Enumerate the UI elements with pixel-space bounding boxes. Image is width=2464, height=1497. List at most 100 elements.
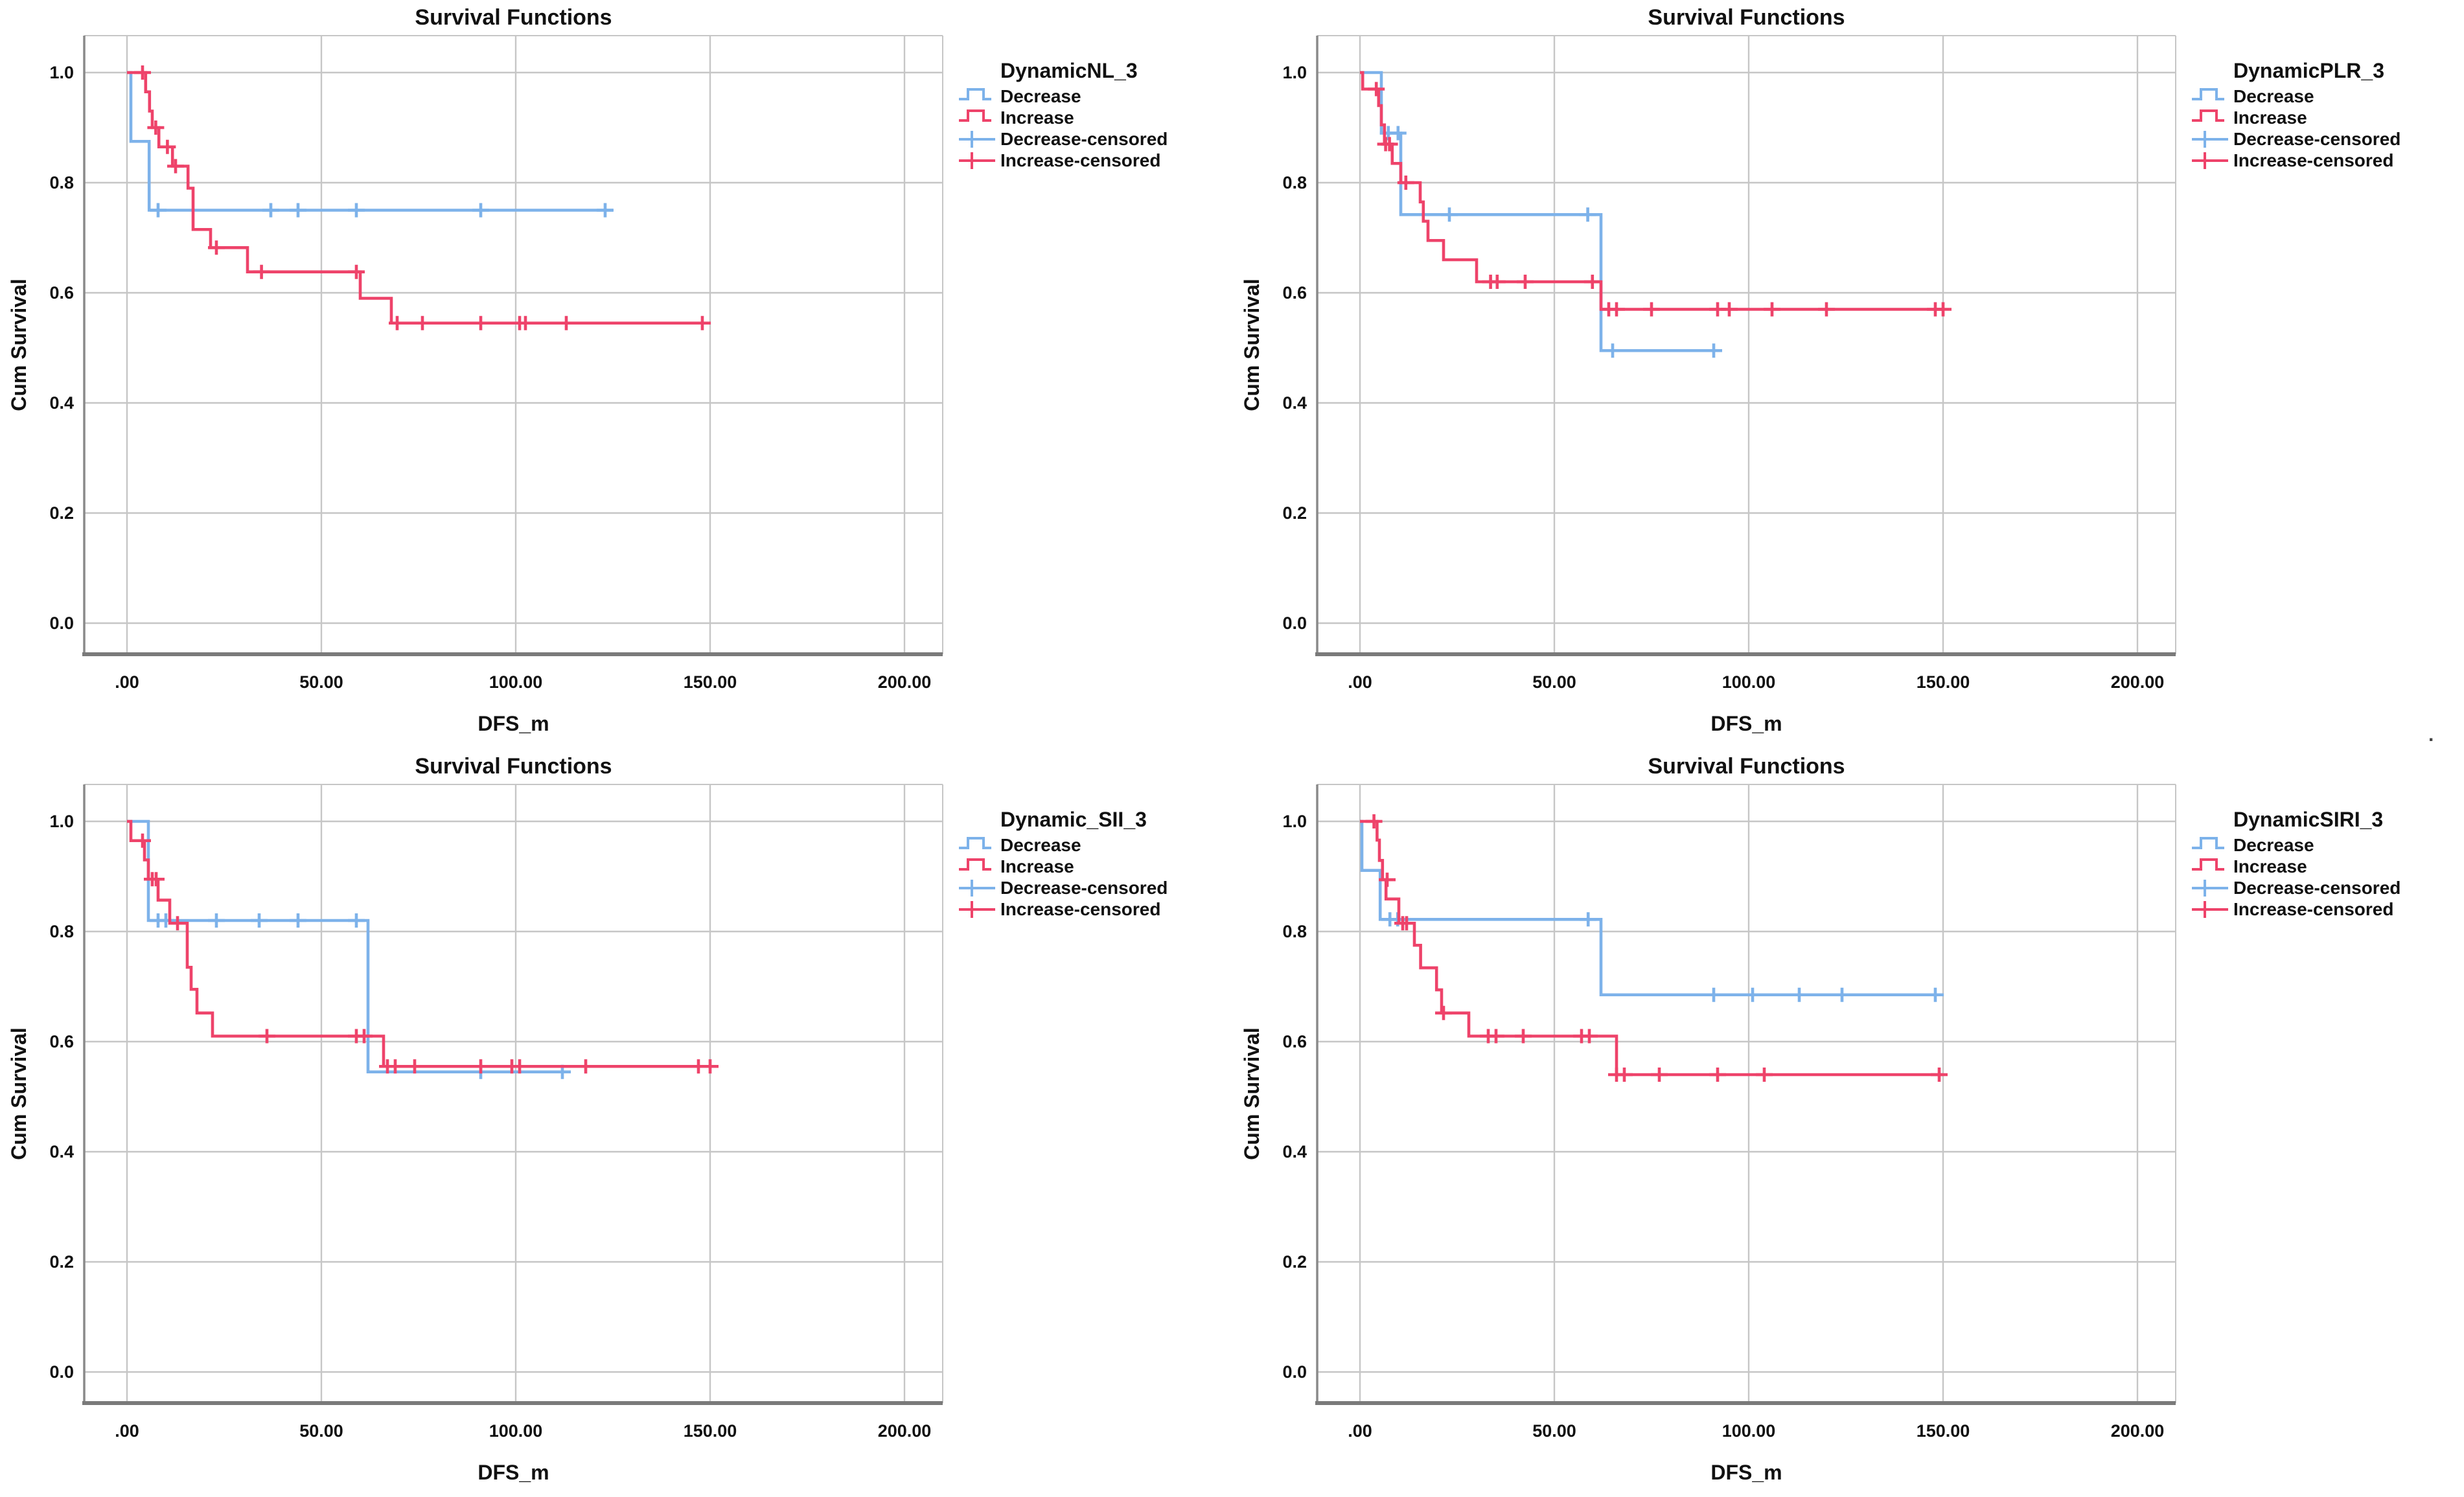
legend: Dynamic_SII_3 DecreaseIncreaseDecrease-ce… — [959, 808, 1168, 919]
legend-entry-label: Increase-censored — [1000, 899, 1160, 919]
axis-spines — [1315, 784, 2176, 1405]
y-tick-label: 1.0 — [49, 63, 74, 82]
tick-labels: 0.0 0.2 0.4 0.6 0.8 1.0 .00 50.00 100.00 150.00 20… — [49, 63, 931, 692]
y-tick-label: 0.6 — [49, 1032, 74, 1051]
legend-entry-label: Decrease — [2233, 835, 2314, 855]
legend-entry-label: Increase — [2233, 108, 2307, 128]
legend: DynamicNL_3 DecreaseIncreaseDecrease-cens… — [959, 59, 1168, 170]
legend-title: DynamicPLR_3 — [2233, 59, 2384, 82]
increase-curve — [127, 71, 710, 325]
y-tick-label: 0.2 — [49, 503, 74, 523]
x-axis-label: DFS_m — [1710, 1461, 1782, 1484]
increase-censor-marks — [1368, 82, 1952, 317]
increase-censor-marks — [134, 833, 719, 1074]
tick-labels: 0.0 0.2 0.4 0.6 0.8 1.0 .00 50.00 100.00 150.00 20… — [1282, 63, 2164, 692]
y-tick-label: 1.0 — [49, 812, 74, 831]
chart-title: Survival Functions — [1648, 754, 1845, 779]
x-tick-label: 50.00 — [1532, 672, 1576, 692]
y-tick-label: 0.0 — [1282, 613, 1307, 633]
y-tick-label: 0.6 — [1282, 283, 1307, 303]
legend-item-increase: Increase — [2192, 108, 2307, 128]
legend-title: DynamicNL_3 — [1000, 59, 1138, 82]
y-tick-label: 0.2 — [1282, 1252, 1307, 1272]
x-tick-label: .00 — [1348, 672, 1372, 692]
legend-entry-label: Increase — [2233, 856, 2307, 876]
legend-item-increase: Increase — [959, 108, 1074, 128]
x-tick-label: 100.00 — [489, 672, 543, 692]
tick-labels: 0.0 0.2 0.4 0.6 0.8 1.0 .00 50.00 100.00 150.00 20… — [1282, 812, 2164, 1441]
chart-title: Survival Functions — [415, 5, 612, 30]
chart-title: Survival Functions — [415, 754, 612, 779]
legend-item-decrease-censored: Decrease-censored — [959, 129, 1168, 149]
gridlines — [84, 784, 943, 1403]
y-axis-label: Cum Survival — [1240, 279, 1263, 411]
legend-item-increase-censored: Increase-censored — [959, 150, 1160, 170]
x-tick-label: 100.00 — [1722, 1421, 1776, 1441]
survival-chart-dynamic-sii-3: 0.0 0.2 0.4 0.6 0.8 1.0 .00 50.00 100.00 150.00 20… — [7, 754, 1168, 1484]
y-tick-label: 0.0 — [49, 1362, 74, 1382]
legend-entry-label: Increase — [1000, 108, 1074, 128]
panel-dynamicplr-3: 0.0 0.2 0.4 0.6 0.8 1.0 .00 50.00 100.00 150.00 20… — [1233, 0, 2464, 748]
x-tick-label: 50.00 — [1532, 1421, 1576, 1441]
x-tick-label: 50.00 — [299, 1421, 343, 1441]
panel-dynamicsiri-3: 0.0 0.2 0.4 0.6 0.8 1.0 .00 50.00 100.00 150.00 20… — [1233, 749, 2464, 1497]
x-tick-label: 150.00 — [684, 672, 737, 692]
decrease-curve — [127, 71, 613, 212]
decrease-censor-marks — [1381, 912, 1944, 1002]
legend-title: Dynamic_SII_3 — [1000, 808, 1147, 831]
panel-dynamicnl-3: 0.0 0.2 0.4 0.6 0.8 1.0 .00 50.00 100.00 150.00 20… — [0, 0, 1231, 748]
legend-entry-label: Decrease — [1000, 86, 1081, 106]
survival-chart-dynamicplr-3: 0.0 0.2 0.4 0.6 0.8 1.0 .00 50.00 100.00 150.00 20… — [1240, 5, 2401, 735]
legend-entry-label: Decrease — [2233, 86, 2314, 106]
y-tick-label: 0.8 — [1282, 173, 1307, 192]
legend-item-increase-censored: Increase-censored — [959, 899, 1160, 919]
panel-dynamic-sii-3: 0.0 0.2 0.4 0.6 0.8 1.0 .00 50.00 100.00 150.00 20… — [0, 749, 1231, 1497]
legend-entry-label: Increase-censored — [2233, 150, 2393, 170]
y-tick-label: 1.0 — [1282, 63, 1307, 82]
increase-censor-marks — [1365, 814, 1948, 1082]
gridlines — [1317, 784, 2176, 1403]
y-tick-label: 0.2 — [1282, 503, 1307, 523]
legend-item-increase: Increase — [2192, 856, 2307, 876]
x-tick-label: 100.00 — [1722, 672, 1776, 692]
y-tick-label: 0.8 — [49, 922, 74, 941]
decrease-censor-marks — [1379, 126, 1722, 358]
y-axis-label: Cum Survival — [7, 1027, 30, 1160]
legend-entry-label: Decrease-censored — [1000, 878, 1168, 898]
legend: DynamicSIRI_3 DecreaseIncreaseDecrease-ce… — [2192, 808, 2401, 919]
legend-item-decrease-censored: Decrease-censored — [2192, 129, 2401, 149]
survival-chart-dynamicnl-3: 0.0 0.2 0.4 0.6 0.8 1.0 .00 50.00 100.00 150.00 20… — [7, 5, 1168, 735]
x-axis-label: DFS_m — [1710, 712, 1782, 735]
legend-entry-label: Decrease-censored — [1000, 129, 1168, 149]
legend-title: DynamicSIRI_3 — [2233, 808, 2383, 831]
increase-curve — [1360, 819, 1943, 1077]
decrease-curve — [127, 819, 566, 1074]
tick-labels: 0.0 0.2 0.4 0.6 0.8 1.0 .00 50.00 100.00 150.00 20… — [49, 812, 931, 1441]
y-tick-label: 0.6 — [1282, 1032, 1307, 1051]
legend-entry-label: Decrease — [1000, 835, 1081, 855]
legend-entry-label: Increase-censored — [2233, 899, 2393, 919]
legend-item-increase-censored: Increase-censored — [2192, 150, 2393, 170]
y-axis-label: Cum Survival — [7, 279, 30, 411]
x-tick-label: 50.00 — [299, 672, 343, 692]
legend-item-increase-censored: Increase-censored — [2192, 899, 2393, 919]
increase-curve — [127, 819, 710, 1068]
y-axis-label: Cum Survival — [1240, 1027, 1263, 1160]
x-tick-label: 150.00 — [1917, 1421, 1970, 1441]
x-tick-label: 200.00 — [2111, 1421, 2165, 1441]
decrease-censor-marks — [150, 913, 571, 1079]
legend-entry-label: Increase-censored — [1000, 150, 1160, 170]
x-tick-label: 200.00 — [878, 672, 932, 692]
x-tick-label: .00 — [1348, 1421, 1372, 1441]
legend-item-increase: Increase — [959, 856, 1074, 876]
y-tick-label: 0.4 — [1282, 393, 1307, 413]
axis-spines — [82, 36, 943, 656]
y-tick-label: 0.0 — [1282, 1362, 1307, 1382]
y-tick-label: 0.4 — [49, 1142, 74, 1161]
axis-spines — [1315, 36, 2176, 656]
legend-entry-label: Decrease-censored — [2233, 129, 2401, 149]
increase-censor-marks — [134, 65, 711, 330]
gridlines — [1317, 35, 2176, 654]
x-tick-label: 150.00 — [684, 1421, 737, 1441]
